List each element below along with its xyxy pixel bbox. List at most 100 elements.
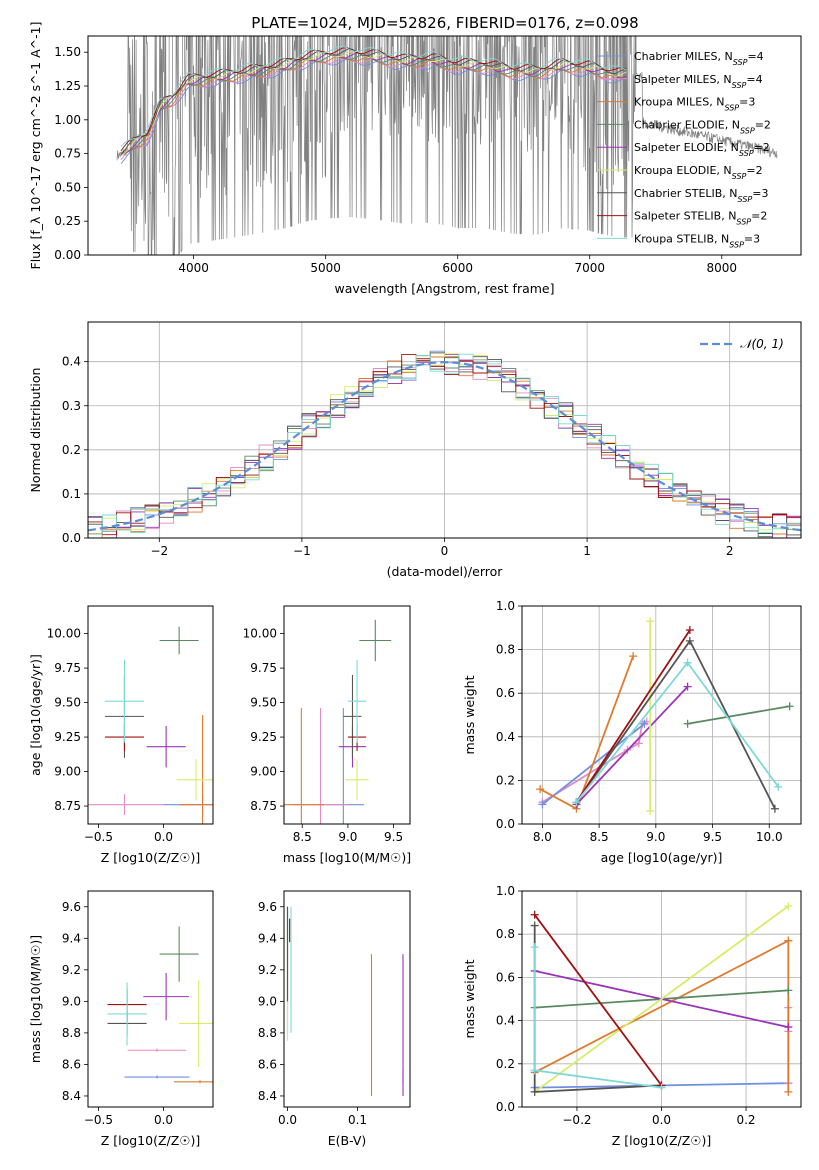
mass-weight-marker	[538, 800, 547, 809]
tick-label-x: 0	[441, 544, 449, 558]
tick-label-y: 10.00	[47, 627, 81, 641]
tick-label-y: 0.00	[54, 248, 81, 262]
tick-label-y: 9.25	[250, 730, 277, 744]
tick-label-y: 9.4	[258, 931, 277, 945]
mass-weight-marker	[685, 636, 694, 645]
mass-weight-marker	[683, 719, 692, 728]
tick-label-x: 8000	[707, 261, 738, 275]
tick-label-y: 9.2	[62, 963, 81, 977]
x-axis-label: Z [log10(Z/Z☉)]	[612, 1133, 712, 1148]
tick-label-x: 0.0	[278, 1113, 297, 1127]
mass-weight-marker	[785, 702, 794, 711]
mass-weight-marker	[784, 936, 793, 945]
x-axis-label: age [log10(age/yr)]	[601, 850, 723, 865]
mass-weight-line	[534, 905, 789, 1093]
tick-label-x: 0.1	[348, 1113, 367, 1127]
tick-label-y: 1.0	[496, 884, 515, 898]
y-axis-label: mass weight	[462, 959, 477, 1038]
tick-label-y: 1.00	[54, 113, 81, 127]
tick-label-y: 9.2	[258, 963, 277, 977]
chart-mass-vs-EBV: 0.0 0.1 8.4 8.6 8.8 9.0 9.2 9.4 9.6 E(B-V)	[258, 890, 411, 1148]
axes-frame	[521, 605, 802, 825]
legend-label: Kroupa ELODIE, NSSP=2	[634, 164, 763, 181]
tick-label-y: 9.4	[62, 931, 81, 945]
tick-label-x: 9.0	[646, 830, 665, 844]
legend-label: Salpeter MILES, NSSP=4	[634, 73, 763, 90]
legend-label: Kroupa STELIB, NSSP=3	[634, 232, 760, 249]
model-fit-line	[120, 45, 627, 147]
mass-weight-marker	[657, 1083, 666, 1092]
tick-label-y: 0.0	[62, 531, 81, 545]
tick-label-y: 0.4	[496, 1014, 515, 1028]
tick-label-y: 8.6	[62, 1057, 81, 1071]
figure-title: PLATE=1024, MJD=52826, FIBERID=0176, z=0…	[251, 14, 638, 32]
chart-spectrum: 4000 5000 6000 7000 8000 0.00 0.25 0.50 0.75 1.00…	[28, 22, 802, 296]
axes-frame	[521, 890, 802, 1108]
legend-label: Chabrier ELODIE, NSSP=2	[634, 118, 771, 135]
tick-label-y: 0.2	[496, 773, 515, 787]
mass-weight-marker	[640, 719, 649, 728]
tick-label-y: 9.0	[62, 994, 81, 1008]
tick-label-y: 9.75	[250, 661, 277, 675]
panels: 4000 5000 6000 7000 80000.000.250.500.751.00…	[28, 22, 802, 1148]
tick-label-y: 8.75	[54, 799, 81, 813]
tick-label-y: 0.6	[496, 970, 515, 984]
tick-label-y: 9.0	[258, 994, 277, 1008]
histogram-step-line	[88, 353, 801, 537]
tick-label-y: 0.0	[496, 817, 515, 831]
y-axis-label: mass weight	[462, 675, 477, 754]
mass-weight-line	[687, 705, 790, 725]
mass-weight-line	[533, 925, 662, 1093]
spectrum-plot-area	[116, 36, 778, 255]
legend-label: 𝒩(0, 1)	[740, 337, 784, 351]
mass-weight-marker	[784, 1087, 793, 1096]
tick-label-y: 1.0	[496, 599, 515, 613]
mass-vs-Z-plot-area	[107, 926, 213, 1084]
tick-label-x: 8.5	[293, 830, 312, 844]
tick-label-y: 0.8	[496, 927, 515, 941]
x-axis-label: Z [log10(Z/Z☉)]	[101, 1133, 201, 1148]
mass-weight-line	[533, 914, 663, 1086]
tick-label-y: 9.50	[54, 696, 81, 710]
tick-label-y: 8.4	[62, 1089, 81, 1103]
tick-label-y: 9.00	[250, 765, 277, 779]
tick-label-x: 2	[726, 544, 734, 558]
tick-label-y: 9.6	[258, 900, 277, 914]
tick-label-x: −0.5	[84, 1113, 113, 1127]
histogram-plot-area	[88, 350, 801, 538]
tick-label-x: 0.0	[154, 830, 173, 844]
tick-label-y: 9.00	[54, 765, 81, 779]
tick-label-x: −0.5	[84, 830, 113, 844]
tick-label-x: 5000	[310, 261, 341, 275]
mass-weight-marker	[646, 617, 655, 626]
x-axis-label: E(B-V)	[328, 1133, 367, 1148]
data-spectrum-line	[116, 36, 778, 255]
axes-frame	[283, 890, 411, 1108]
tick-label-y: 0.6	[496, 686, 515, 700]
legend-label: Salpeter ELODIE, NSSP=2	[634, 141, 770, 158]
tick-label-y: 8.8	[62, 1026, 81, 1040]
mass-vs-EBV-plot-area	[286, 906, 404, 1096]
age-vs-mass-plot-area	[284, 619, 392, 824]
tick-label-y: 0.2	[62, 443, 81, 457]
gaussian-reference-curve	[88, 360, 801, 532]
chart-massweight-vs-Z: −0.2 0.0 0.2 0.0 0.2 0.4 0.6 0.8 1.0 Z [log10(Z/Z…	[462, 884, 802, 1148]
axes-frame	[87, 890, 214, 1108]
model-fit-line	[120, 47, 627, 152]
tick-label-x: 9.0	[338, 830, 357, 844]
mass-weight-line	[575, 629, 691, 803]
tick-label-x: 0.2	[736, 1113, 755, 1127]
tick-label-y: 0.50	[54, 180, 81, 194]
chart-residual-histogram: −2 −1 0 1 2 0.0 0.1 0.2 0.3 0.4 (data-model)/error…	[28, 321, 802, 579]
tick-label-x: 9.5	[384, 830, 403, 844]
y-axis-label: Flux [f_λ 10^-17 erg cm^-2 s^-1 A^-1]	[28, 22, 43, 270]
x-axis-label: mass [log10(M/M☉)]	[283, 850, 411, 865]
massweight-vs-Z-plot-area	[530, 902, 793, 1096]
tick-label-y: 9.6	[62, 900, 81, 914]
tick-label-x: 9.5	[703, 830, 722, 844]
model-fit-line	[120, 55, 627, 157]
tick-label-x: −1	[293, 544, 311, 558]
tick-label-y: 0.4	[496, 730, 515, 744]
tick-label-x: 10.0	[756, 830, 783, 844]
tick-label-y: 0.25	[54, 214, 81, 228]
